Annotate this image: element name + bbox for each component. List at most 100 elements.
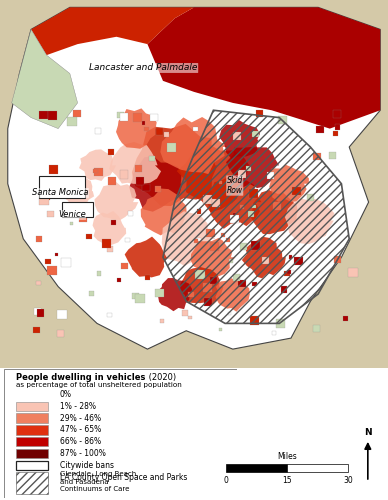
Bar — [240, 205, 244, 208]
Bar — [250, 316, 259, 325]
Bar — [16, 414, 48, 422]
Bar — [221, 233, 225, 236]
Text: Citywide bans: Citywide bans — [60, 461, 114, 470]
Bar — [232, 132, 241, 140]
Bar — [230, 215, 239, 224]
Polygon shape — [92, 210, 126, 246]
Bar — [182, 310, 188, 316]
Bar — [117, 278, 121, 282]
Bar — [197, 238, 201, 240]
Bar — [278, 116, 287, 124]
Bar — [232, 212, 236, 216]
Bar — [256, 110, 263, 118]
Bar — [49, 165, 58, 173]
Bar — [135, 294, 145, 303]
Bar — [16, 426, 48, 434]
Bar — [249, 189, 258, 198]
Text: People dwelling in vehicles: People dwelling in vehicles — [16, 373, 145, 382]
Bar — [229, 260, 233, 262]
Bar — [333, 132, 338, 136]
Bar — [226, 464, 287, 471]
Bar — [272, 331, 276, 335]
Bar — [289, 255, 292, 258]
Bar — [188, 292, 194, 298]
Bar — [188, 316, 192, 319]
Bar — [156, 289, 164, 296]
Bar — [142, 184, 150, 191]
Bar — [252, 130, 259, 138]
Polygon shape — [61, 173, 97, 209]
Text: 1% - 28%: 1% - 28% — [60, 402, 96, 410]
Bar — [133, 112, 142, 122]
Bar — [16, 472, 48, 494]
Bar — [48, 112, 57, 120]
Bar — [135, 165, 142, 172]
Bar — [97, 272, 101, 276]
Bar — [121, 262, 128, 268]
Text: Glendale, Long Beach,
and Pasadena
Continuums of Care: Glendale, Long Beach, and Pasadena Conti… — [60, 471, 138, 492]
Bar — [57, 330, 64, 337]
Bar — [167, 144, 176, 152]
Bar — [95, 128, 101, 134]
Bar — [307, 194, 314, 201]
Polygon shape — [147, 8, 380, 128]
Bar — [194, 238, 198, 243]
Bar — [36, 281, 41, 285]
Text: 0: 0 — [223, 476, 229, 485]
Bar — [132, 293, 139, 300]
Bar — [57, 310, 66, 319]
Bar — [16, 402, 48, 411]
Bar — [267, 172, 274, 180]
Polygon shape — [157, 277, 192, 311]
Bar — [219, 180, 222, 184]
Text: 87% - 100%: 87% - 100% — [60, 449, 106, 458]
Bar — [46, 112, 50, 116]
Bar — [149, 156, 155, 161]
Bar — [210, 242, 219, 251]
Text: 66% - 86%: 66% - 86% — [60, 438, 101, 446]
Bar — [196, 210, 201, 214]
Bar — [193, 127, 197, 132]
Bar — [343, 316, 348, 321]
Polygon shape — [220, 122, 263, 160]
Text: N: N — [364, 428, 372, 437]
Bar — [79, 215, 87, 222]
Bar — [234, 274, 241, 281]
Polygon shape — [181, 148, 249, 210]
Bar — [313, 154, 320, 160]
Bar — [73, 110, 81, 117]
Bar — [128, 210, 133, 216]
Bar — [219, 328, 222, 331]
Bar — [46, 196, 50, 200]
Bar — [329, 152, 336, 159]
Bar — [253, 204, 256, 208]
Bar — [239, 280, 246, 287]
Text: as percentage of total unsheltered population: as percentage of total unsheltered popul… — [16, 382, 181, 388]
Bar — [281, 286, 288, 292]
Text: Miles: Miles — [277, 452, 297, 461]
Bar — [67, 117, 77, 126]
Bar — [253, 282, 257, 286]
Bar — [70, 222, 73, 226]
Polygon shape — [8, 8, 380, 349]
Bar — [204, 298, 212, 306]
Bar — [16, 437, 48, 446]
Bar — [61, 258, 71, 267]
Bar — [16, 472, 48, 482]
Bar — [33, 326, 40, 333]
Bar — [34, 308, 42, 315]
Bar — [275, 319, 285, 328]
Bar — [47, 210, 54, 217]
Bar — [248, 212, 254, 217]
Text: Lancaster and Palmdale: Lancaster and Palmdale — [89, 64, 198, 72]
Bar — [206, 229, 215, 237]
Text: 30: 30 — [343, 476, 353, 485]
Polygon shape — [229, 142, 277, 189]
Bar — [292, 188, 301, 196]
Bar — [145, 276, 150, 280]
Bar — [39, 110, 48, 119]
Polygon shape — [12, 30, 78, 128]
Bar — [40, 196, 49, 204]
Polygon shape — [158, 212, 210, 264]
Bar — [150, 114, 158, 122]
